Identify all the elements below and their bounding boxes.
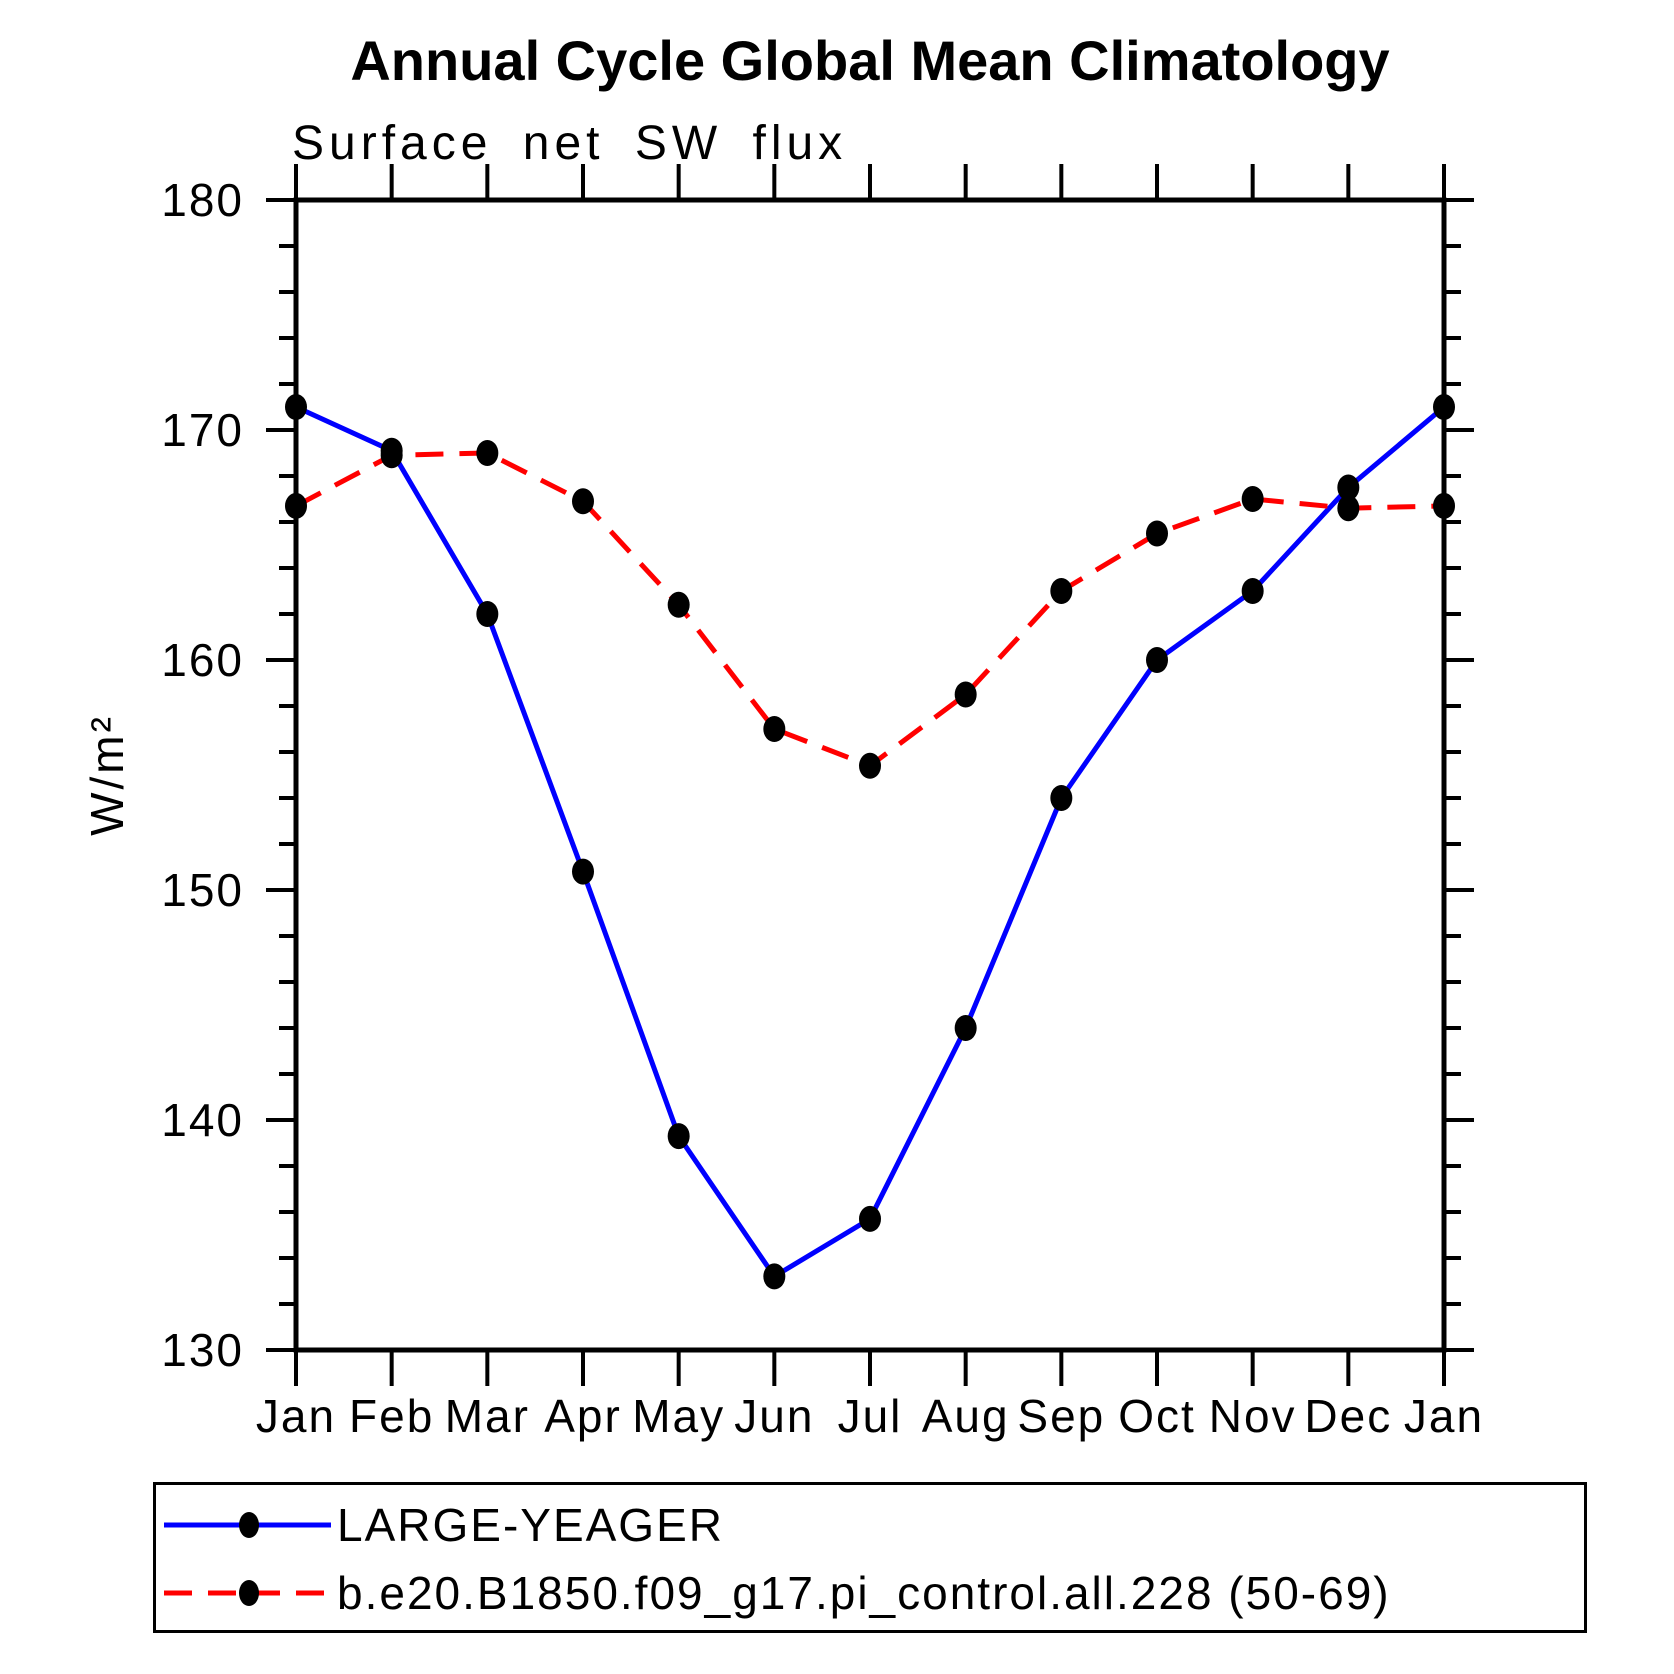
x-axis-month-label: Feb [349, 1390, 434, 1442]
chart-title: Annual Cycle Global Mean Climatology [350, 29, 1390, 92]
data-point-marker [1241, 486, 1264, 512]
y-axis-tick-label: 150 [161, 864, 244, 916]
data-point-marker [476, 440, 499, 466]
legend-label: b.e20.B1850.f09_g17.pi_control.all.228 (… [337, 1567, 1391, 1619]
data-point-marker [476, 601, 499, 627]
y-axis-tick-label: 130 [161, 1324, 244, 1376]
legend-box: LARGE-YEAGER b.e20.B1850.f09_g17.pi_cont… [153, 1482, 1587, 1633]
data-point-marker [572, 858, 594, 885]
x-axis-month-label: Aug [922, 1390, 1010, 1442]
data-point-marker [763, 1263, 786, 1290]
legend-label: LARGE-YEAGER [337, 1499, 724, 1551]
legend-item: LARGE-YEAGER [161, 1499, 724, 1551]
data-point-marker [954, 1015, 977, 1041]
legend-marker-dot [239, 1580, 259, 1606]
y-axis-tick-label: 170 [161, 404, 244, 456]
data-point-marker [667, 591, 690, 618]
x-axis-month-label: Jun [734, 1390, 814, 1442]
data-point-marker [1146, 647, 1168, 673]
data-point-marker [1146, 520, 1168, 547]
x-axis-month-label: Jul [838, 1390, 903, 1442]
x-axis-month-label: Oct [1118, 1390, 1196, 1442]
data-point-marker [1337, 495, 1360, 522]
data-point-marker [667, 1123, 690, 1150]
x-axis-month-label: Apr [544, 1390, 622, 1442]
legend-item: b.e20.B1850.f09_g17.pi_control.all.228 (… [161, 1567, 1391, 1619]
data-point-marker [572, 488, 594, 515]
legend-line-sample [164, 1512, 331, 1538]
x-axis-month-label: Dec [1304, 1390, 1392, 1442]
data-point-marker [285, 492, 307, 519]
data-point-marker [1050, 578, 1073, 604]
x-axis-month-label: Sep [1017, 1390, 1105, 1442]
x-axis-month-label: Jan [256, 1390, 336, 1442]
legend-line-sample [164, 1580, 331, 1606]
series-line-0 [294, 404, 1446, 1279]
chart-subtitle: Surface net SW flux [292, 117, 848, 170]
data-point-marker [1241, 578, 1264, 604]
y-axis-tick-label: 180 [161, 174, 244, 226]
x-axis-month-label: Mar [445, 1390, 530, 1442]
y-axis-tick-label: 160 [161, 634, 244, 686]
y-axis-tick-label: 140 [161, 1094, 244, 1146]
x-axis-month-label: Nov [1209, 1390, 1297, 1442]
data-point-marker [1337, 474, 1360, 501]
legend-marker-dot [239, 1512, 259, 1538]
x-axis-month-label: May [632, 1390, 725, 1442]
data-point-marker [1433, 492, 1455, 519]
data-point-marker [859, 1205, 881, 1232]
data-point-marker [285, 394, 307, 420]
data-point-marker [1433, 394, 1455, 420]
data-point-marker [763, 716, 786, 742]
data-point-marker [380, 442, 403, 469]
x-axis-month-label: Jan [1404, 1390, 1484, 1442]
data-point-marker [1050, 785, 1073, 811]
plot-frame [293, 197, 1447, 1353]
data-point-marker [859, 752, 881, 779]
series-line-1 [294, 450, 1445, 769]
data-point-marker [954, 681, 977, 708]
